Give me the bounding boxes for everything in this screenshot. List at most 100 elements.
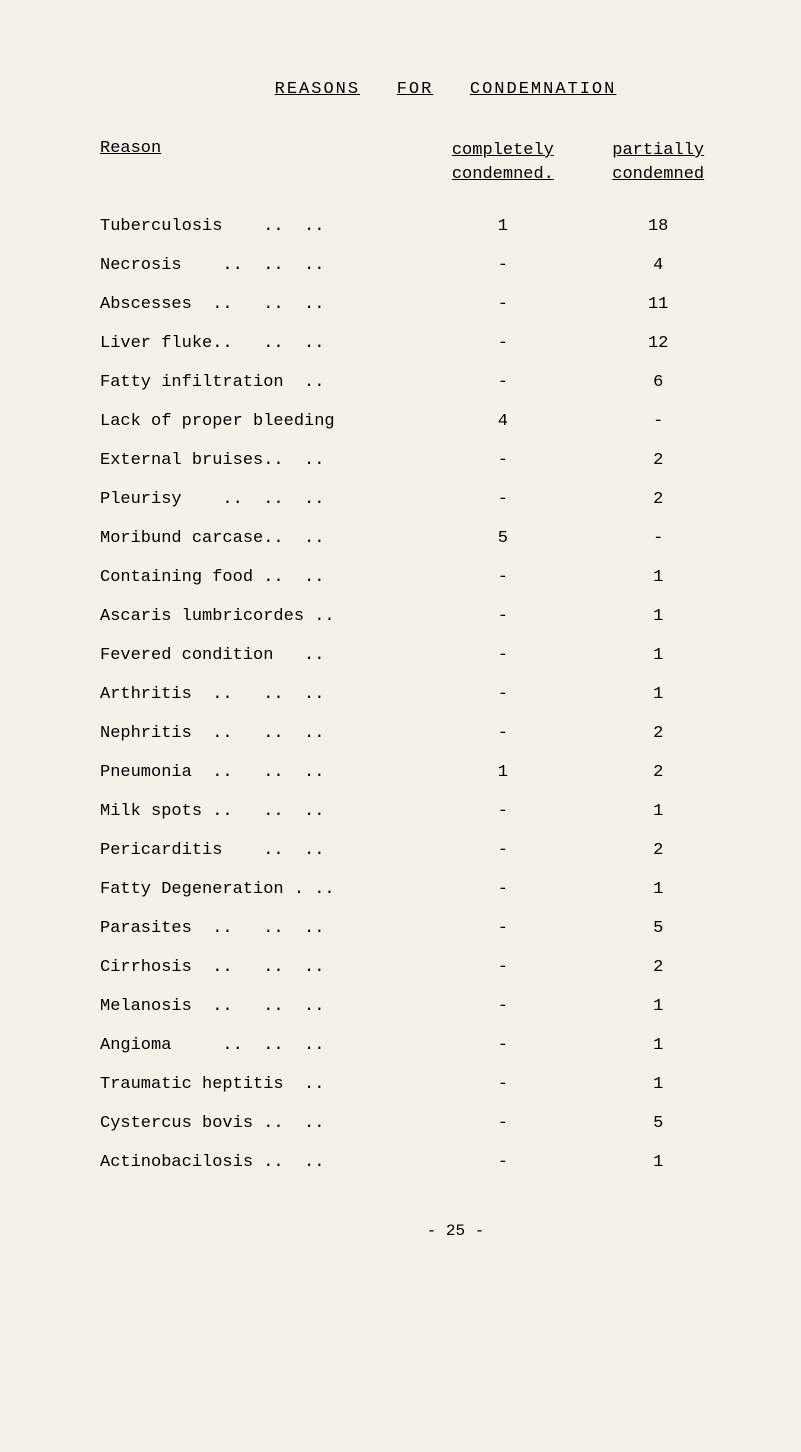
partial-cell: 2 [653,451,663,470]
reason-cell: Fevered condition .. [100,646,324,665]
table-row: Angioma .. .. .. - 1 [100,1036,731,1055]
partial-cell: 11 [648,295,668,314]
table-row: Lack of proper bleeding 4 - [100,412,731,431]
table-row: Actinobacilosis .. ..-1 [100,1153,731,1172]
complete-cell: - [498,1075,508,1094]
table-header-row: Reason completely condemned. partially c… [100,139,731,187]
complete-cell: - [498,1036,508,1055]
reason-cell: Liver fluke.. .. .. [100,334,324,353]
table-row: Cirrhosis .. .. ..-2 [100,958,731,977]
table-row: Pneumonia .. .. ..12 [100,763,731,782]
complete-cell: - [498,997,508,1016]
partial-cell: 4 [653,256,663,275]
table-row: Melanosis .. .. .. - 1 [100,997,731,1016]
reason-cell: Ascaris lumbricordes .. [100,607,335,626]
reason-cell: Necrosis .. .. .. [100,256,324,275]
partial-cell: 5 [653,1114,663,1133]
table-row: Parasites .. .. .. - 5 [100,919,731,938]
title-w2: FOR [397,80,434,99]
complete-cell: - [498,841,508,860]
partial-cell: 2 [653,724,663,743]
partial-cell: 1 [653,1075,663,1094]
table-row: Containing food .. .. - 1 [100,568,731,587]
table-body: Tuberculosis .. .. 1 18 Necrosis .. .. .. - 4… [100,217,731,1172]
partial-cell: - [653,412,663,431]
complete-cell: 4 [498,412,508,431]
reason-cell: Angioma .. .. .. [100,1036,324,1055]
complete-cell: - [498,646,508,665]
table-row: Nephritis .. .. .. - 2 [100,724,731,743]
table-row: Pleurisy .. .. .. - 2 [100,490,731,509]
table-row: Cystercus bovis .. .. - 5 [100,1114,731,1133]
table-row: Fatty infiltration .. - 6 [100,373,731,392]
table-row: Moribund carcase.. ..5- [100,529,731,548]
complete-cell: - [498,919,508,938]
reason-cell: Fatty Degeneration . .. [100,880,335,899]
header-complete-l1: completely [452,139,554,163]
reason-cell: Traumatic heptitis .. [100,1075,324,1094]
partial-cell: 1 [653,568,663,587]
partial-cell: - [653,529,663,548]
table-row: Pericarditis .. ..-2 [100,841,731,860]
table-row: Traumatic heptitis .. - 1 [100,1075,731,1094]
complete-cell: - [498,1114,508,1133]
complete-cell: - [498,685,508,704]
table-row: Arthritis .. .. ..-1 [100,685,731,704]
partial-cell: 5 [653,919,663,938]
title-w1: REASONS [275,80,360,99]
table-row: Ascaris lumbricordes .. - 1 [100,607,731,626]
complete-cell: - [498,568,508,587]
reason-cell: External bruises.. .. [100,451,324,470]
complete-cell: - [498,490,508,509]
complete-cell: - [498,958,508,977]
complete-cell: - [498,724,508,743]
complete-cell: - [498,373,508,392]
reason-cell: Cystercus bovis .. .. [100,1114,324,1133]
page-title: REASONS FOR CONDEMNATION [160,80,731,99]
table-row: Necrosis .. .. .. - 4 [100,256,731,275]
reason-cell: Pneumonia .. .. .. [100,763,324,782]
reason-cell: Containing food .. .. [100,568,324,587]
complete-cell: - [498,607,508,626]
reason-cell: Actinobacilosis .. .. [100,1153,324,1172]
complete-cell: 1 [498,217,508,236]
partial-cell: 1 [653,802,663,821]
title-w3: CONDEMNATION [470,80,616,99]
partial-cell: 1 [653,646,663,665]
complete-cell: - [498,295,508,314]
table-row: Milk spots .. .. ..-1 [100,802,731,821]
complete-cell: - [498,256,508,275]
partial-cell: 6 [653,373,663,392]
reason-cell: Parasites .. .. .. [100,919,324,938]
header-partial-l1: partially [612,139,704,163]
complete-cell: - [498,802,508,821]
reason-cell: Nephritis .. .. .. [100,724,324,743]
partial-cell: 1 [653,880,663,899]
reason-cell: Pleurisy .. .. .. [100,490,324,509]
partial-cell: 12 [648,334,668,353]
complete-cell: - [498,451,508,470]
table-row: Tuberculosis .. .. 1 18 [100,217,731,236]
partial-cell: 1 [653,685,663,704]
complete-cell: - [498,880,508,899]
page-number: - 25 - [180,1222,731,1240]
table-row: Fevered condition .. - 1 [100,646,731,665]
condemnation-table: Reason completely condemned. partially c… [100,139,731,1172]
reason-cell: Lack of proper bleeding [100,412,335,431]
partial-cell: 1 [653,1153,663,1172]
partial-cell: 1 [653,607,663,626]
reason-cell: Fatty infiltration .. [100,373,324,392]
header-reason: Reason [100,139,161,158]
partial-cell: 2 [653,490,663,509]
complete-cell: - [498,334,508,353]
table-row: Fatty Degeneration . .. - 1 [100,880,731,899]
partial-cell: 1 [653,997,663,1016]
partial-cell: 2 [653,763,663,782]
partial-cell: 2 [653,841,663,860]
reason-cell: Tuberculosis .. .. [100,217,324,236]
reason-cell: Melanosis .. .. .. [100,997,324,1016]
table-row: Abscesses .. .. ..-11 [100,295,731,314]
partial-cell: 1 [653,1036,663,1055]
header-complete-l2: condemned. [452,163,554,187]
partial-cell: 18 [648,217,668,236]
